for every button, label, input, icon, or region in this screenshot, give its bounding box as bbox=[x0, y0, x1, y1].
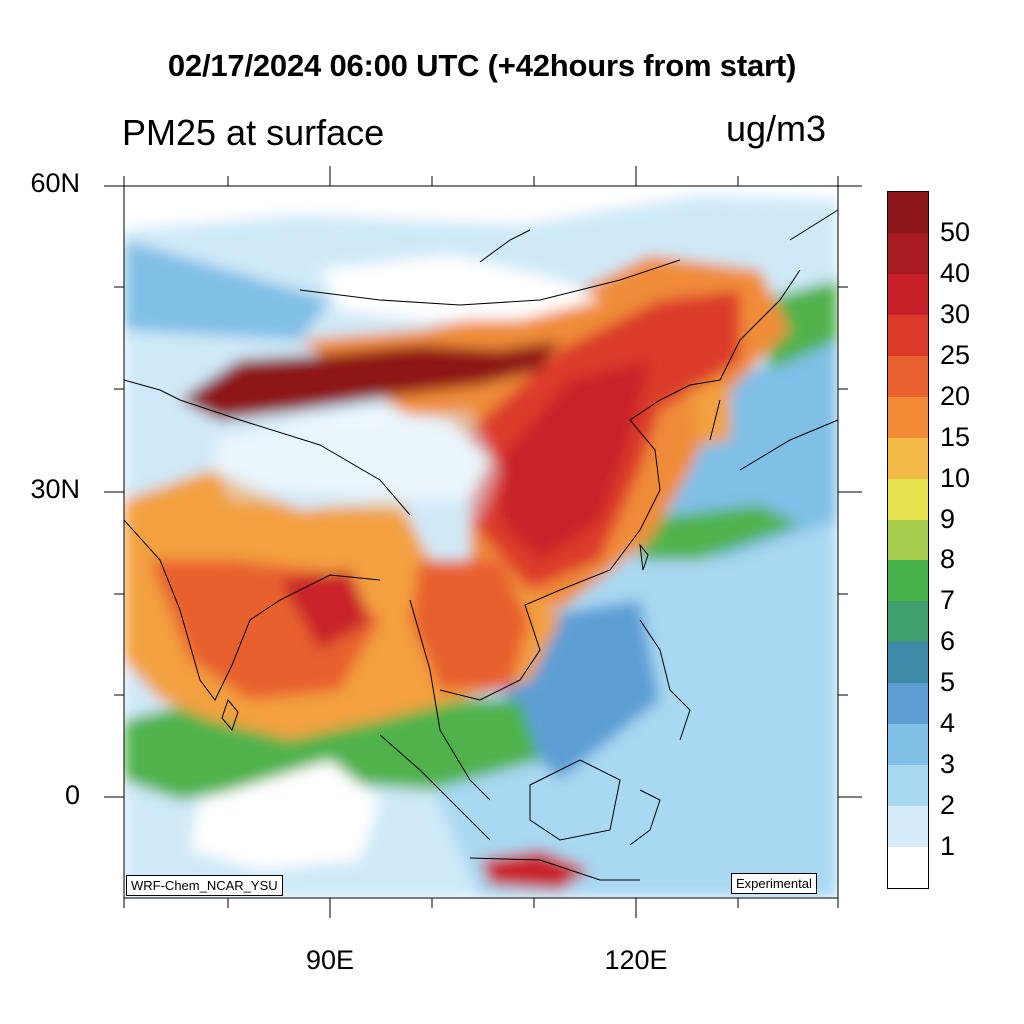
colorbar-swatch bbox=[888, 192, 928, 233]
coast-borneo bbox=[529, 759, 621, 841]
colorbar-swatch bbox=[888, 601, 928, 643]
colorbar-level-label: 20 bbox=[940, 380, 971, 411]
java-hotspot bbox=[480, 850, 590, 890]
colorbar-swatch bbox=[888, 232, 928, 274]
colorbar-swatch bbox=[888, 847, 928, 888]
china-high-core bbox=[500, 360, 650, 560]
colorbar-swatch bbox=[888, 437, 928, 479]
indian-ocean-clean bbox=[190, 760, 380, 870]
coast-sakhalin bbox=[789, 209, 839, 241]
frame-border bbox=[123, 185, 839, 899]
coast-taiwan bbox=[639, 543, 649, 571]
coast-philippines bbox=[639, 619, 691, 741]
colorbar-level-label: 5 bbox=[940, 667, 956, 698]
blue-zone-pacific bbox=[650, 330, 838, 560]
coast-china bbox=[559, 384, 691, 591]
border-baikal bbox=[479, 229, 531, 263]
blue-band-west bbox=[124, 240, 330, 340]
tick-marks bbox=[104, 166, 862, 918]
coastlines bbox=[123, 209, 839, 881]
coast-india bbox=[123, 519, 381, 701]
colorbar-level-label: 6 bbox=[940, 626, 956, 657]
coast-sri-lanka bbox=[221, 698, 239, 732]
green-belt-ne bbox=[760, 280, 838, 370]
border-tibet bbox=[179, 399, 411, 516]
units-label: ug/m3 bbox=[726, 108, 827, 149]
colorbar-level-label: 10 bbox=[940, 462, 971, 493]
colorbar-swatch bbox=[888, 519, 928, 561]
map-title: 02/17/2024 06:00 UTC (+42hours from star… bbox=[167, 48, 797, 83]
colorbar-swatch bbox=[888, 683, 928, 725]
colorbar-swatch bbox=[888, 806, 928, 848]
colorbar-level-label: 3 bbox=[940, 749, 956, 780]
colorbar-swatch bbox=[888, 314, 928, 356]
taklamakan-dust-core bbox=[180, 340, 560, 420]
tibet-fringe bbox=[200, 410, 500, 520]
variable-label: PM25 at surface bbox=[122, 112, 385, 153]
colorbar-level-label: 1 bbox=[940, 831, 956, 862]
model-credit: WRF-Chem_NCAR_YSU bbox=[126, 875, 283, 896]
lon-label-120e: 120E bbox=[604, 945, 668, 975]
colorbar-level-label: 25 bbox=[940, 339, 971, 370]
coast-sulawesi bbox=[629, 789, 661, 846]
colorbar-level-label: 8 bbox=[940, 544, 956, 575]
colorbar-level-label: 2 bbox=[940, 790, 956, 821]
coast-korea-japan bbox=[689, 269, 839, 471]
colorbar-level-label: 40 bbox=[940, 257, 971, 288]
border-mongolia bbox=[299, 259, 681, 306]
colorbar-level-label: 4 bbox=[940, 708, 956, 739]
colorbar-level-label: 30 bbox=[940, 298, 971, 329]
colorbar-level-label: 7 bbox=[940, 585, 956, 616]
border-central-asia bbox=[123, 379, 181, 401]
pm25-field bbox=[124, 186, 838, 898]
map-frame bbox=[104, 166, 862, 918]
gangetic-core bbox=[280, 570, 370, 650]
coast-indochina bbox=[409, 589, 561, 801]
colorbar-swatch bbox=[888, 724, 928, 766]
colorbar-swatch bbox=[888, 396, 928, 438]
colorbar-swatch bbox=[888, 478, 928, 520]
lat-label-60n: 60N bbox=[30, 168, 80, 198]
lon-label-90e: 90E bbox=[305, 945, 355, 975]
colorbar-level-label: 9 bbox=[940, 503, 956, 534]
colorbar-swatch bbox=[888, 560, 928, 602]
colorbar-swatch bbox=[888, 765, 928, 807]
colorbar-level-label: 15 bbox=[940, 421, 971, 452]
lat-label-equator: 0 bbox=[64, 780, 80, 810]
coast-java bbox=[469, 857, 640, 881]
colorbar bbox=[887, 191, 929, 889]
indochina-core bbox=[410, 560, 530, 690]
green-belt-east bbox=[640, 505, 800, 560]
colorbar-swatch bbox=[888, 642, 928, 684]
colorbar-level-label: 50 bbox=[940, 216, 971, 247]
mongolia-clean bbox=[320, 255, 600, 320]
lat-label-30n: 30N bbox=[30, 474, 80, 504]
colorbar-swatch bbox=[888, 273, 928, 315]
colorbar-swatch bbox=[888, 355, 928, 397]
coast-sumatra bbox=[379, 734, 491, 841]
experimental-label: Experimental bbox=[731, 873, 817, 894]
